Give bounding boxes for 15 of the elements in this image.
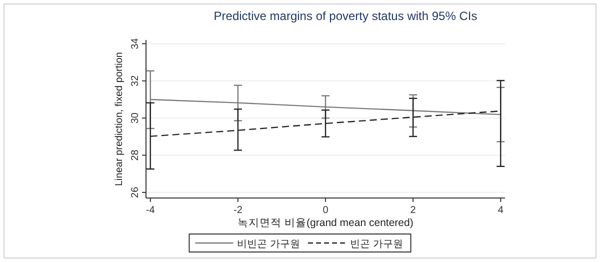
x-axis-title: 녹지면적 비율(grand mean centered): [238, 217, 414, 229]
x-tick-label: -2: [233, 205, 243, 216]
x-tick-label: -4: [146, 205, 156, 216]
y-axis-title: Linear prediction, fixed portion: [114, 52, 125, 186]
y-tick-label: 26: [130, 186, 141, 198]
y-tick-label: 32: [130, 74, 141, 86]
y-tick-label: 34: [130, 38, 141, 50]
y-tick-label: 30: [130, 112, 141, 124]
x-tick-label: 2: [410, 205, 416, 216]
y-tick-label: 28: [130, 149, 141, 161]
x-tick-label: 0: [322, 205, 329, 216]
legend-label: 빈곤 가구원: [350, 239, 403, 250]
legend-label: 비빈곤 가구원: [237, 239, 300, 250]
x-tick-label: 4: [498, 205, 504, 216]
chart-title: Predictive margins of poverty status with 95% CIs: [214, 9, 478, 23]
